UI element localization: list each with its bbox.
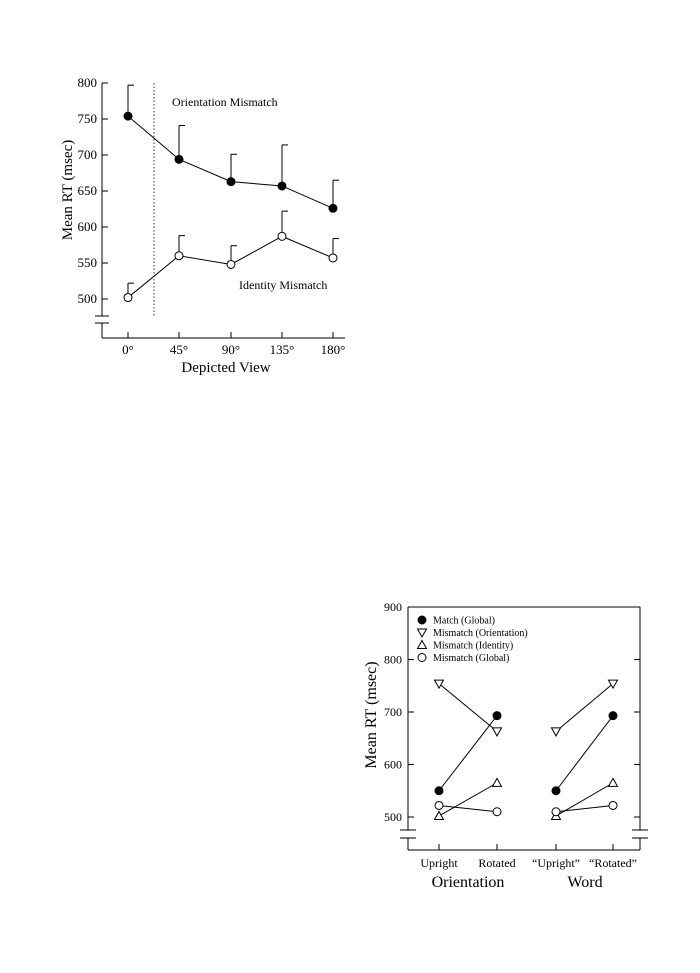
chart-1-y-tick-label: 550	[78, 255, 98, 270]
chart-1-x-tick-label: 0°	[122, 342, 134, 357]
chart-2-data-point	[608, 800, 618, 810]
chart-1-data-point	[277, 181, 287, 191]
chart-2-legend-label: Mismatch (Identity)	[433, 641, 513, 652]
chart-2-plot: 500 600 700 800 900 Upright Rotated “Upright” “R…	[384, 600, 648, 870]
chart-2-data-point	[551, 807, 561, 817]
chart-2-legend-marker	[416, 628, 428, 639]
chart-1-y-tick-label: 800	[78, 75, 98, 90]
chart-2-data-point	[434, 786, 444, 796]
chart-1-y-tick-label: 600	[78, 219, 98, 234]
chart-2-data-point	[607, 679, 619, 690]
chart-2-data-point	[492, 711, 502, 721]
chart-2-y-tick-label: 600	[384, 758, 402, 772]
chart-1-x-tick-label: 135°	[270, 342, 295, 357]
chart-1-data-point	[123, 293, 133, 303]
chart-2-legend-marker	[417, 653, 427, 662]
chart-2-data-point	[491, 777, 503, 787]
chart-2-series-line	[438, 782, 498, 817]
chart-1-data-point	[174, 154, 184, 164]
chart-1-data-point	[174, 251, 184, 261]
chart-1-data-point	[328, 253, 338, 263]
chart-2-data-point	[607, 777, 619, 787]
chart-2-group-label-word: Word	[567, 874, 602, 891]
chart-2-data-point	[434, 800, 444, 810]
chart-1-plot: 500 550 600 650 700 750 800 0° 45° 90° 135° 180°	[78, 75, 346, 357]
chart-2-series-line	[555, 715, 614, 792]
chart-2-data-point	[492, 807, 502, 817]
chart-2-data-point	[433, 810, 445, 820]
chart-2-x-tick-label: “Upright”	[532, 856, 580, 870]
chart-2-data-point	[491, 727, 503, 737]
chart-1-ylabel: Mean RT (msec)	[60, 140, 76, 240]
chart-2-data-point	[550, 727, 562, 737]
chart-2-data-point	[608, 711, 618, 721]
chart-1-xlabel: Depicted View	[181, 360, 270, 376]
chart-1-y-tick-label: 700	[78, 147, 98, 162]
chart-1-data-point	[123, 111, 133, 121]
chart-2-y-tick-label: 800	[384, 653, 402, 667]
chart-1-x-tick-label: 45°	[170, 342, 188, 357]
chart-2-x-tick-label: “Rotated”	[589, 856, 637, 870]
chart-1-data-point	[328, 203, 338, 213]
chart-2-series-line	[438, 804, 498, 813]
chart-1-data-point	[226, 259, 236, 269]
chart-2-series-line	[438, 715, 498, 792]
chart-2-legend-marker	[416, 639, 428, 649]
chart-2-x-tick-label: Upright	[420, 856, 458, 870]
chart-2-y-tick-label: 700	[384, 705, 402, 719]
chart-1-x-tick-label: 90°	[222, 342, 240, 357]
chart-1-data-point	[226, 177, 236, 187]
chart-2-x-tick-label: Rotated	[478, 856, 515, 870]
chart-1-annotation-identity: Identity Mismatch	[239, 278, 327, 292]
chart-2-legend-label: Mismatch (Orientation)	[433, 628, 528, 639]
chart-1: Mean RT (msec) Depicted View Orientation…	[60, 75, 345, 376]
chart-2-series-line	[555, 683, 614, 732]
chart-1-data-point	[277, 231, 287, 241]
chart-1-y-tick-label: 500	[78, 291, 98, 306]
chart-2-series-line	[555, 804, 614, 813]
chart-2-ylabel: Mean RT (msec)	[363, 661, 380, 768]
chart-1-annotation-orientation: Orientation Mismatch	[172, 95, 278, 109]
chart-2-data-point	[551, 786, 561, 796]
chart-2-data-point	[433, 679, 445, 690]
chart-2-series-line	[438, 683, 498, 732]
chart-2-y-tick-label: 500	[384, 810, 402, 824]
chart-1-y-tick-label: 650	[78, 183, 98, 198]
chart-1-x-tick-label: 180°	[321, 342, 346, 357]
chart-1-y-tick-label: 750	[78, 111, 98, 126]
chart-2: Mean RT (msec) Orientation Word 500 600 70…	[363, 600, 648, 891]
chart-2-legend-label: Match (Global)	[433, 616, 495, 627]
chart-2-y-tick-label: 900	[384, 600, 402, 614]
chart-2-group-label-orientation: Orientation	[432, 874, 505, 891]
chart-2-legend-label: Mismatch (Global)	[433, 653, 509, 664]
chart-2-legend-marker	[417, 615, 427, 625]
